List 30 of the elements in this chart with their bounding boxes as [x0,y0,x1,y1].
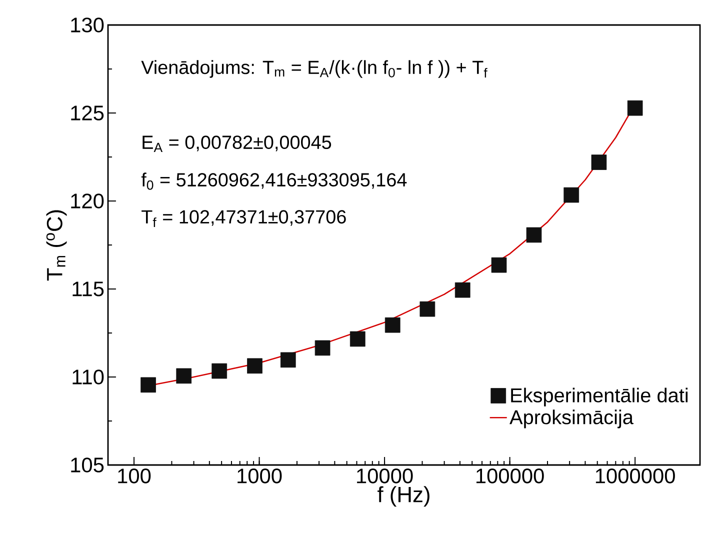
annotation: Vienādojums: T$_{m}$ = E$_{A}$/(k·(ln f$_{0}$- ln f )) + T$_{f}$ [141,60,488,78]
legend-label: Eksperimentālie dati [511,388,688,406]
x-tick-label: 10000 [357,468,413,484]
y-tick-label: 130 [71,18,104,32]
point [176,368,192,384]
y-tick-label: 120 [71,194,104,208]
point [280,352,296,368]
point [140,377,156,393]
y-tick-label: 110 [72,370,104,384]
x-tick-label: 1000000 [596,468,675,484]
annotation: E$_{A}$ = 0,00782±0,00045 [142,136,332,152]
point [212,363,228,379]
y-tick-label: 125 [71,106,104,120]
x-tick-label: 100 [118,468,151,484]
x-tick-label: 1000 [238,468,282,484]
annotation: f$_{0}$ = 51260962,416±933095,164 [141,172,407,190]
point [350,331,366,347]
legend-label: Aproksimācija [510,410,634,428]
point [247,358,262,374]
point [420,301,436,317]
point [454,282,470,298]
annotation: T$_{f}$ = 102,47371±0,37706 [142,210,346,228]
x-tick-label: 100000 [476,468,544,484]
y-axis-title: T$_{m}$ ($^{o}$C) [46,210,67,281]
point [384,317,400,333]
point [627,100,643,116]
x-axis-title: f (Hz) [378,486,430,507]
y-tick-label: 115 [72,282,104,296]
point [314,340,330,356]
y-tick-label: 105 [71,458,104,472]
